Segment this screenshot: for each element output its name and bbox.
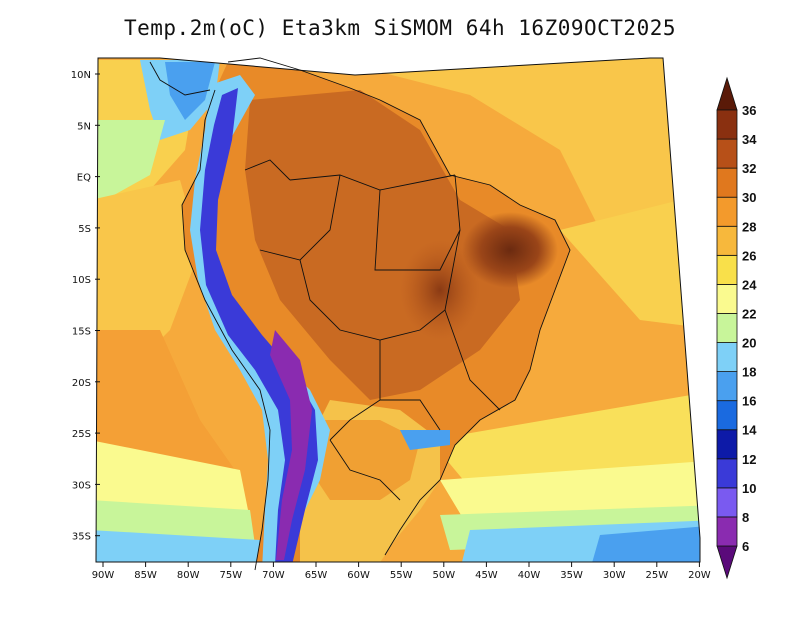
cool-south-brazil (400, 430, 450, 450)
colorbar-swatch (716, 109, 738, 140)
colorbar-label: 24 (742, 277, 757, 292)
colorbar-label: 26 (742, 248, 756, 263)
ocean-pacific-green (96, 120, 165, 215)
lon-tick-label: 40W (518, 570, 541, 581)
ocean-south-blue (590, 525, 700, 562)
pampas (310, 420, 420, 500)
colorbar-label: 34 (742, 132, 757, 147)
lon-tick-label: 45W (475, 570, 498, 581)
lon-tick-label: 50W (432, 570, 455, 581)
political-borders (149, 57, 571, 571)
colorbar-swatch (716, 225, 738, 256)
lon-tick-label: 35W (560, 570, 583, 581)
lat-tick-label: 20S (72, 378, 91, 389)
colorbar-swatch (716, 487, 738, 518)
colorbar-swatch (716, 138, 738, 169)
ocean-pacific-mid (96, 180, 200, 360)
lon-tick-label: 75W (219, 570, 242, 581)
lon-tick-label: 55W (390, 570, 413, 581)
colorbar-label: 8 (742, 510, 749, 525)
colorbar-swatch (716, 313, 738, 343)
lon-tick-label: 60W (347, 570, 370, 581)
lon-tick-label: 85W (134, 570, 157, 581)
andes-cold (200, 88, 318, 562)
colorbar-label: 32 (742, 161, 756, 176)
colorbar-label: 36 (742, 103, 756, 118)
lat-tick-label: 25S (72, 429, 91, 440)
colorbar-label: 28 (742, 219, 756, 234)
colorbar-swatch (716, 342, 738, 372)
lat-tick-label: EQ (77, 173, 91, 184)
map-border (95, 57, 701, 563)
longitude-axis: 90W 85W 80W 75W 70W 65W 60W 55W 50W 45W 40W 35W 30W 2… (92, 562, 711, 581)
colorbar-swatch (716, 254, 738, 285)
colorbar-label: 14 (742, 423, 757, 438)
lon-tick-label: 65W (305, 570, 328, 581)
lat-tick-label: 35S (72, 532, 91, 543)
map-title: Temp.2m(oC) Eta3km SiSMOM 64h 16Z09OCT20… (123, 16, 676, 40)
latitude-axis: 10N 5N EQ 5S 10S 15S 20S 25S 30S 35S (71, 70, 100, 543)
lat-tick-label: 5S (78, 224, 91, 235)
lon-tick-label: 90W (92, 570, 115, 581)
lat-tick-label: 10S (72, 275, 91, 286)
lon-tick-label: 20W (688, 570, 711, 581)
lon-tick-label: 80W (177, 570, 200, 581)
colorbar-label: 16 (742, 394, 756, 409)
ocean-pacific-south (96, 330, 235, 480)
map-frame (96, 58, 700, 562)
colorbar-bottom-arrow (716, 545, 738, 580)
lat-tick-label: 30S (72, 480, 91, 491)
ocean-pacific-yellow (96, 440, 250, 520)
lat-tick-label: 5N (77, 121, 91, 132)
lat-tick-label: 15S (72, 327, 91, 338)
colorbar-swatch (716, 167, 738, 198)
lon-tick-label: 70W (262, 570, 285, 581)
ocean-pacific-blue (165, 62, 215, 120)
colorbar-label: 20 (742, 336, 756, 351)
lon-tick-label: 25W (645, 570, 668, 581)
colorbar-swatch (716, 429, 738, 460)
lat-tick-label: 10N (71, 70, 91, 81)
ocean-pacific-cyan-south (96, 530, 260, 562)
hotspot-northeast (462, 212, 558, 288)
colorbar: 6 8 10 12 14 16 18 20 22 24 26 28 30 32 34 36 (716, 76, 757, 580)
colorbar-swatch (716, 196, 738, 227)
colorbar-label: 22 (742, 306, 756, 321)
colorbar-label: 10 (742, 481, 756, 496)
andes-coldest (270, 330, 312, 560)
lon-tick-label: 30W (603, 570, 626, 581)
hotspot-center (400, 240, 480, 340)
colorbar-swatch (716, 283, 738, 314)
colorbar-label: 18 (742, 365, 756, 380)
colorbar-label: 30 (742, 190, 756, 205)
colorbar-swatch (716, 516, 738, 547)
colorbar-swatch (716, 458, 738, 489)
colorbar-top-arrow (716, 76, 738, 111)
colorbar-label: 6 (742, 539, 749, 554)
colorbar-swatch (716, 400, 738, 431)
colorbar-swatch (716, 371, 738, 402)
colorbar-label: 12 (742, 452, 756, 467)
